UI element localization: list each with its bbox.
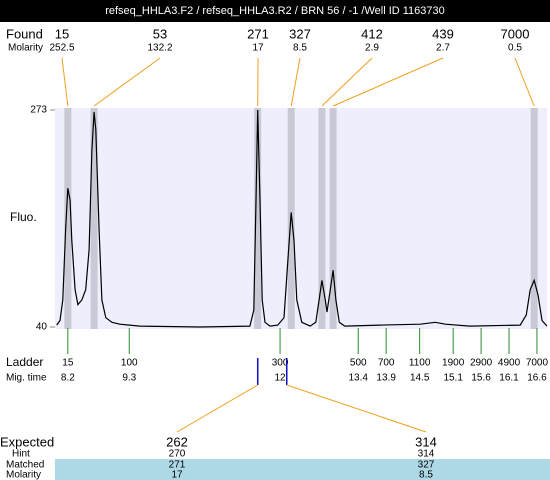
found-molarity: 0.5 — [508, 43, 522, 54]
ladder-label: Ladder — [6, 355, 43, 369]
found-molarity: 2.9 — [365, 43, 379, 54]
found-molarity: 2.7 — [436, 43, 450, 54]
peak-band — [64, 108, 72, 329]
ladder-time: 12 — [274, 373, 286, 384]
ladder-size: 4900 — [498, 358, 521, 369]
peak-band — [90, 108, 98, 329]
ladder-size: 2900 — [470, 358, 493, 369]
peak-connector — [61, 57, 69, 107]
found-molarity: 132.2 — [147, 43, 172, 54]
ladder-size: 100 — [121, 358, 138, 369]
found-size: 271 — [247, 26, 269, 41]
time-label: Mig. time — [6, 373, 47, 384]
expected-connector — [176, 384, 258, 433]
expected-connector — [286, 384, 427, 433]
title: refseq_HHLA3.F2 / refseq_HHLA3.R2 / BRN … — [105, 5, 445, 17]
peak-band — [329, 108, 337, 329]
ladder-size: 500 — [350, 358, 367, 369]
ladder-time: 16.6 — [527, 373, 547, 384]
expected-size: 314 — [415, 434, 437, 449]
ladder-time: 13.9 — [376, 373, 396, 384]
ladder-time: 16.1 — [499, 373, 519, 384]
hint-size: 314 — [418, 449, 435, 460]
ladder-size: 7000 — [526, 358, 549, 369]
found-size: 327 — [289, 26, 311, 41]
expected-size: 262 — [166, 434, 188, 449]
matched-molarity: 17 — [171, 470, 183, 480]
found-size: 53 — [153, 26, 167, 41]
ladder-time: 14.5 — [410, 373, 430, 384]
peak-connector — [321, 57, 373, 107]
ladder-size: 1900 — [442, 358, 465, 369]
ladder-time: 13.4 — [349, 373, 369, 384]
matched-band — [55, 459, 550, 480]
found-size: 7000 — [501, 26, 530, 41]
expected-label: Expected — [0, 434, 54, 449]
found-size: 412 — [361, 26, 383, 41]
molarity-label: Molarity — [8, 43, 43, 54]
matched-molarity: 8.5 — [419, 470, 433, 480]
found-molarity: 17 — [252, 43, 264, 54]
matched-label: Matched — [6, 460, 44, 471]
plot-area — [55, 108, 547, 329]
y-tick-label: 273 — [30, 105, 47, 116]
matched-size: 271 — [169, 460, 186, 471]
peak-band — [530, 108, 538, 329]
found-size: 15 — [55, 26, 69, 41]
ladder-time: 15.1 — [443, 373, 463, 384]
matched-molarity-label: Molarity — [6, 470, 41, 480]
peak-band — [254, 108, 262, 329]
found-label: Found — [6, 26, 43, 41]
hint-label: Hint — [12, 449, 30, 460]
peak-connector — [332, 57, 444, 107]
ladder-size: 1100 — [409, 358, 431, 369]
trace — [56, 109, 548, 328]
ladder-time: 9.3 — [122, 373, 136, 384]
ladder-size: 15 — [62, 358, 74, 369]
found-molarity: 8.5 — [293, 43, 307, 54]
ladder-size: 700 — [378, 358, 395, 369]
peak-connector — [93, 57, 161, 107]
peak-connector — [514, 57, 535, 107]
y-tick-label: 40 — [36, 322, 48, 333]
hint-size: 270 — [169, 449, 186, 460]
ladder-time: 15.6 — [471, 373, 491, 384]
matched-size: 327 — [418, 460, 435, 471]
y-axis-label: Fluo. — [10, 210, 37, 224]
ladder-time: 8.2 — [61, 373, 75, 384]
peak-band — [318, 108, 326, 329]
peak-connector — [290, 57, 301, 107]
found-molarity: 252.5 — [49, 43, 74, 54]
ladder-size: 300 — [272, 358, 289, 369]
title-bar — [0, 0, 550, 22]
found-size: 439 — [432, 26, 454, 41]
